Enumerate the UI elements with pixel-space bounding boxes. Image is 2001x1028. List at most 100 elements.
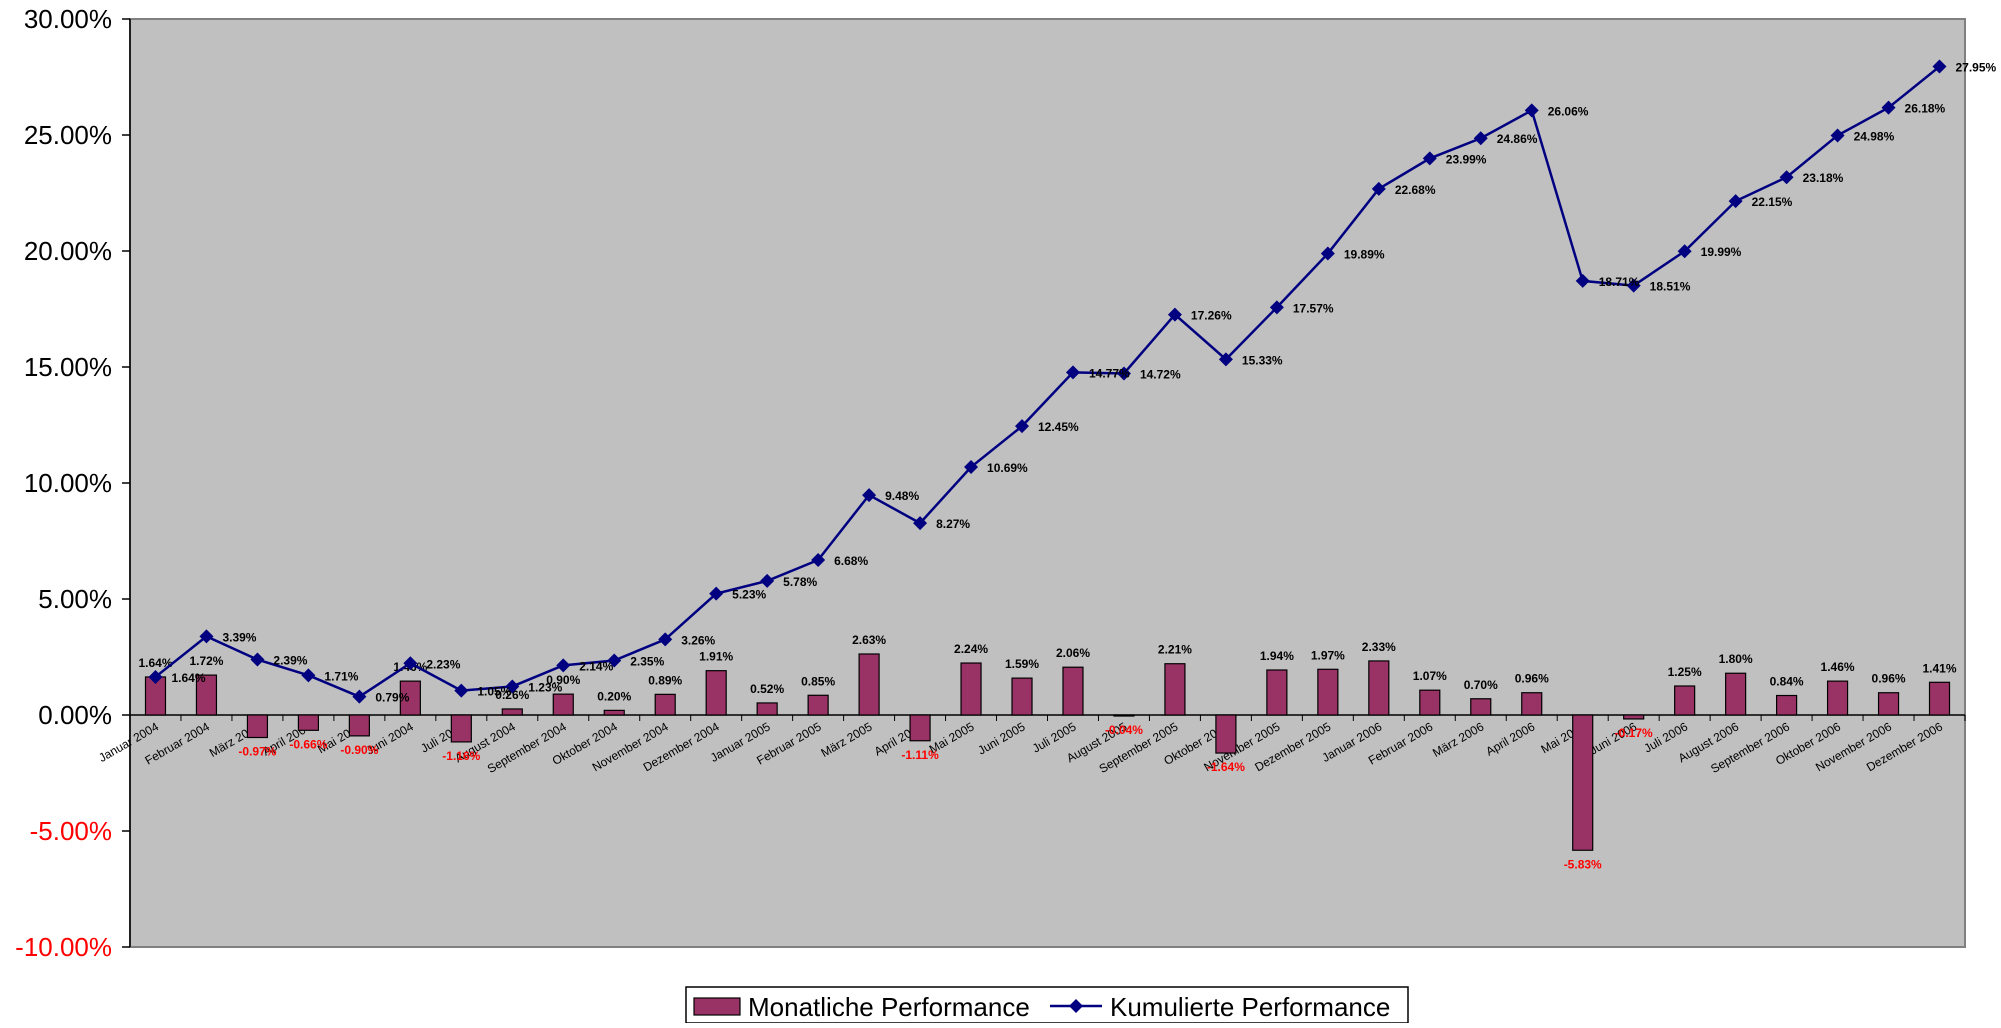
bar-label-august-2004: 0.26% — [495, 688, 529, 702]
line-label-juni-2005: 12.45% — [1038, 420, 1079, 434]
bar-data-labels: 1.64% 1.72% -0.97% -0.66% -0.90% 1.46% -1.16% 0… — [138, 633, 1956, 871]
line-point-januar-2006 — [1371, 181, 1386, 196]
line-point-mai-2004 — [352, 689, 367, 704]
line-label-april-2004: 1.71% — [324, 669, 358, 683]
line-point-oktober-2004 — [607, 653, 622, 668]
bar-oktober-2006 — [1826, 680, 1849, 716]
bar-label-september-2004: 0.90% — [546, 673, 580, 687]
line-point-februar-2005 — [811, 553, 826, 568]
line-label-maerz-2006: 24.86% — [1497, 132, 1538, 146]
legend-label-monatliche-performance: Monatliche Performance — [748, 992, 1030, 1022]
bar-label-oktober-2004: 0.20% — [597, 689, 631, 703]
bar-label-juni-2005: 1.59% — [1005, 657, 1039, 671]
bar-april-2004 — [297, 714, 320, 731]
bar-august-2005 — [1113, 714, 1135, 717]
line-label-september-2004: 2.14% — [579, 659, 613, 673]
bar-label-maerz-2005: 2.63% — [852, 633, 886, 647]
line-label-september-2005: 17.26% — [1191, 309, 1232, 323]
bar-label-februar-2006: 1.07% — [1413, 669, 1447, 683]
line-label-oktober-2005: 15.33% — [1242, 353, 1283, 367]
line-data-labels: 1.64% 3.39% 2.39% 1.71% 0.79% 2.23% 1.05% 1.23%… — [171, 61, 1996, 705]
bar-label-august-2006: 1.80% — [1719, 652, 1753, 666]
line-point-mai-2006 — [1575, 273, 1590, 288]
line-label-februar-2005: 6.68% — [834, 554, 868, 568]
line-label-mai-2004: 0.79% — [375, 691, 409, 705]
bar-label-februar-2005: 0.85% — [801, 674, 835, 688]
line-point-juli-2005 — [1065, 365, 1080, 380]
bar-juli-2004 — [450, 714, 472, 743]
line-label-august-2005: 14.72% — [1140, 367, 1181, 381]
y-tick-label: 20.00% — [24, 236, 112, 266]
bar-label-november-2006: 0.96% — [1872, 672, 1906, 686]
bar-februar-2004 — [195, 674, 218, 716]
bar-oktober-2004 — [603, 709, 625, 716]
bar-juni-2006 — [1623, 714, 1645, 720]
plot-background — [129, 18, 1966, 948]
bar-april-2006 — [1521, 692, 1543, 716]
bar-november-2006 — [1877, 692, 1900, 716]
plot-area — [129, 18, 1966, 948]
line-point-dezember-2005 — [1320, 246, 1335, 261]
line-point-august-2006 — [1728, 194, 1743, 209]
line-label-maerz-2004: 2.39% — [273, 654, 307, 668]
bar-label-juli-2005: 2.06% — [1056, 646, 1090, 660]
line-point-september-2004 — [556, 658, 571, 673]
line-series-kumulierte-performance — [148, 59, 1947, 704]
bar-april-2005 — [909, 714, 931, 742]
y-tick-label: 10.00% — [24, 468, 112, 498]
bar-juni-2005 — [1011, 677, 1033, 716]
line-point-november-2004 — [658, 632, 673, 647]
line-label-januar-2006: 22.68% — [1395, 183, 1436, 197]
bar-label-august-2005: -0.04% — [1105, 723, 1143, 737]
bar-label-april-2004: -0.66% — [289, 737, 327, 751]
line-label-november-2006: 26.18% — [1905, 102, 1946, 116]
y-tick-label: 30.00% — [24, 4, 112, 34]
bar-label-april-2006: 0.96% — [1515, 672, 1549, 686]
bar-label-mai-2006: -5.83% — [1564, 857, 1602, 871]
bar-series-monatliche-performance — [144, 653, 1951, 851]
bar-mai-2005 — [960, 662, 982, 716]
line-label-oktober-2004: 2.35% — [630, 654, 664, 668]
line-label-februar-2006: 23.99% — [1446, 152, 1487, 166]
line-label-februar-2004: 3.39% — [222, 630, 256, 644]
bar-label-juni-2006: -0.17% — [1615, 726, 1653, 740]
bar-januar-2005 — [756, 702, 778, 716]
bar-oktober-2005 — [1215, 714, 1237, 754]
line-label-august-2006: 22.15% — [1752, 195, 1793, 209]
line-label-dezember-2006: 27.95% — [1956, 61, 1997, 75]
line-point-april-2004 — [301, 668, 316, 683]
line-label-juli-2005: 14.77% — [1089, 366, 1130, 380]
line-point-september-2005 — [1167, 307, 1182, 322]
bar-november-2004 — [654, 693, 676, 716]
line-label-maerz-2005: 9.48% — [885, 489, 919, 503]
line-point-juli-2004 — [454, 683, 469, 698]
bar-label-mai-2004: -0.90% — [340, 743, 378, 757]
line-label-september-2006: 23.18% — [1803, 171, 1844, 185]
line-label-mai-2005: 10.69% — [987, 461, 1028, 475]
bar-dezember-2004 — [705, 670, 727, 716]
bar-november-2005 — [1266, 669, 1288, 716]
line-point-maerz-2005 — [862, 488, 877, 503]
bar-label-september-2006: 0.84% — [1770, 675, 1804, 689]
line-point-september-2006 — [1779, 170, 1794, 185]
bar-august-2004 — [501, 708, 523, 716]
line-point-juni-2006 — [1626, 278, 1641, 293]
bar-dezember-2006 — [1928, 681, 1951, 716]
line-label-juli-2006: 19.99% — [1701, 245, 1742, 259]
y-tick-label: 5.00% — [38, 584, 112, 614]
bar-label-januar-2004: 1.64% — [138, 656, 172, 670]
line-label-mai-2006: 18.71% — [1599, 275, 1640, 289]
y-tick-label: -10.00% — [15, 932, 112, 962]
bar-label-dezember-2006: 1.41% — [1922, 661, 1956, 675]
bar-januar-2006 — [1368, 660, 1390, 716]
y-tick-label: 25.00% — [24, 120, 112, 150]
bar-august-2006 — [1725, 672, 1747, 716]
line-point-dezember-2004 — [709, 586, 724, 601]
line-point-januar-2005 — [760, 573, 775, 588]
y-tick-label: 15.00% — [24, 352, 112, 382]
bar-dezember-2005 — [1317, 668, 1339, 716]
line-point-april-2005 — [913, 516, 928, 531]
y-tick-label: -5.00% — [30, 816, 112, 846]
